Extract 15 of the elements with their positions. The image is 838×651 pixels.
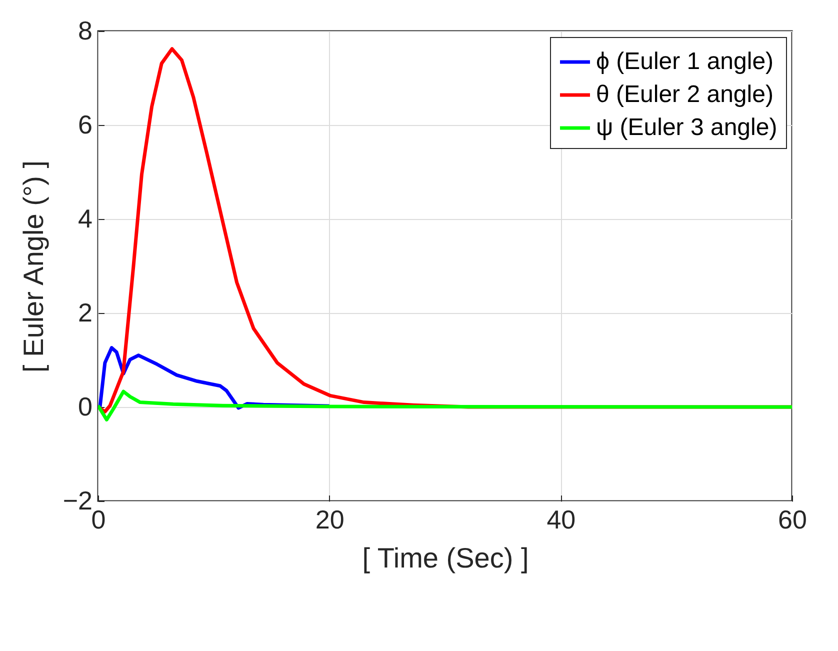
- x-tick-label: 60: [778, 504, 807, 534]
- legend-label: ψ (Euler 3 angle): [596, 114, 778, 141]
- legend-label: ϕ (Euler 1 angle): [596, 48, 774, 75]
- x-tick-label: 20: [315, 504, 344, 534]
- legend-label: θ (Euler 2 angle): [596, 81, 774, 108]
- y-tick-label: −2: [62, 486, 92, 516]
- y-tick-label: 6: [78, 110, 92, 140]
- y-tick-label: 8: [78, 16, 92, 46]
- y-axis-title: [ Euler Angle (°) ]: [18, 160, 49, 372]
- y-tick-label: 4: [78, 204, 92, 234]
- line-series: [98, 390, 792, 422]
- x-axis-title: [ Time (Sec) ]: [362, 542, 529, 574]
- x-tick-label: 40: [546, 504, 576, 534]
- y-tick-label: 2: [78, 298, 92, 328]
- y-tick-label: 0: [78, 392, 92, 422]
